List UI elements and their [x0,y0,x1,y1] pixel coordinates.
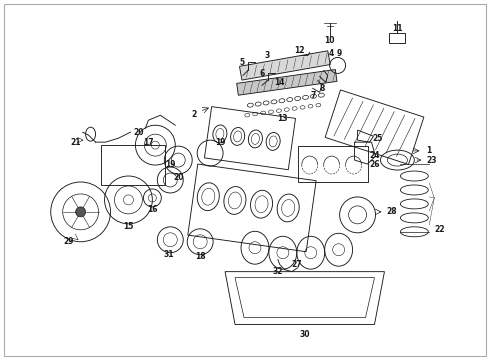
Text: 30: 30 [299,330,310,339]
Text: 27: 27 [292,260,302,269]
Text: 19: 19 [165,159,175,168]
Text: 26: 26 [369,159,380,168]
Text: 1: 1 [426,147,431,156]
Text: 18: 18 [195,252,205,261]
Text: 21: 21 [71,138,81,147]
Text: 11: 11 [392,24,403,33]
Polygon shape [240,51,330,80]
Text: 23: 23 [426,156,437,165]
Polygon shape [237,69,337,95]
Text: 22: 22 [434,225,444,234]
Text: 3: 3 [264,51,270,60]
Text: 10: 10 [324,36,335,45]
Circle shape [75,207,86,217]
Text: 2: 2 [191,110,196,119]
Text: 24: 24 [369,150,380,159]
Text: 15: 15 [123,222,134,231]
Text: 4: 4 [329,49,334,58]
Text: 9: 9 [337,49,342,58]
Bar [298,146,368,182]
Text: 12: 12 [294,46,305,55]
Text: 19: 19 [215,138,225,147]
Text: 20: 20 [133,128,144,137]
Text: 32: 32 [272,267,283,276]
Text: 31: 31 [163,250,173,259]
Text: 14: 14 [274,78,285,87]
Text: 16: 16 [147,206,158,215]
Bar [390,32,405,42]
Text: 13: 13 [278,114,288,123]
Text: 29: 29 [63,237,74,246]
Text: 5: 5 [240,58,245,67]
Text: 25: 25 [372,134,383,143]
Text: 20: 20 [173,172,184,181]
Text: 6: 6 [259,69,265,78]
Text: 7: 7 [310,91,316,100]
Text: 17: 17 [143,138,154,147]
Text: 28: 28 [386,207,397,216]
Text: 8: 8 [319,84,324,93]
